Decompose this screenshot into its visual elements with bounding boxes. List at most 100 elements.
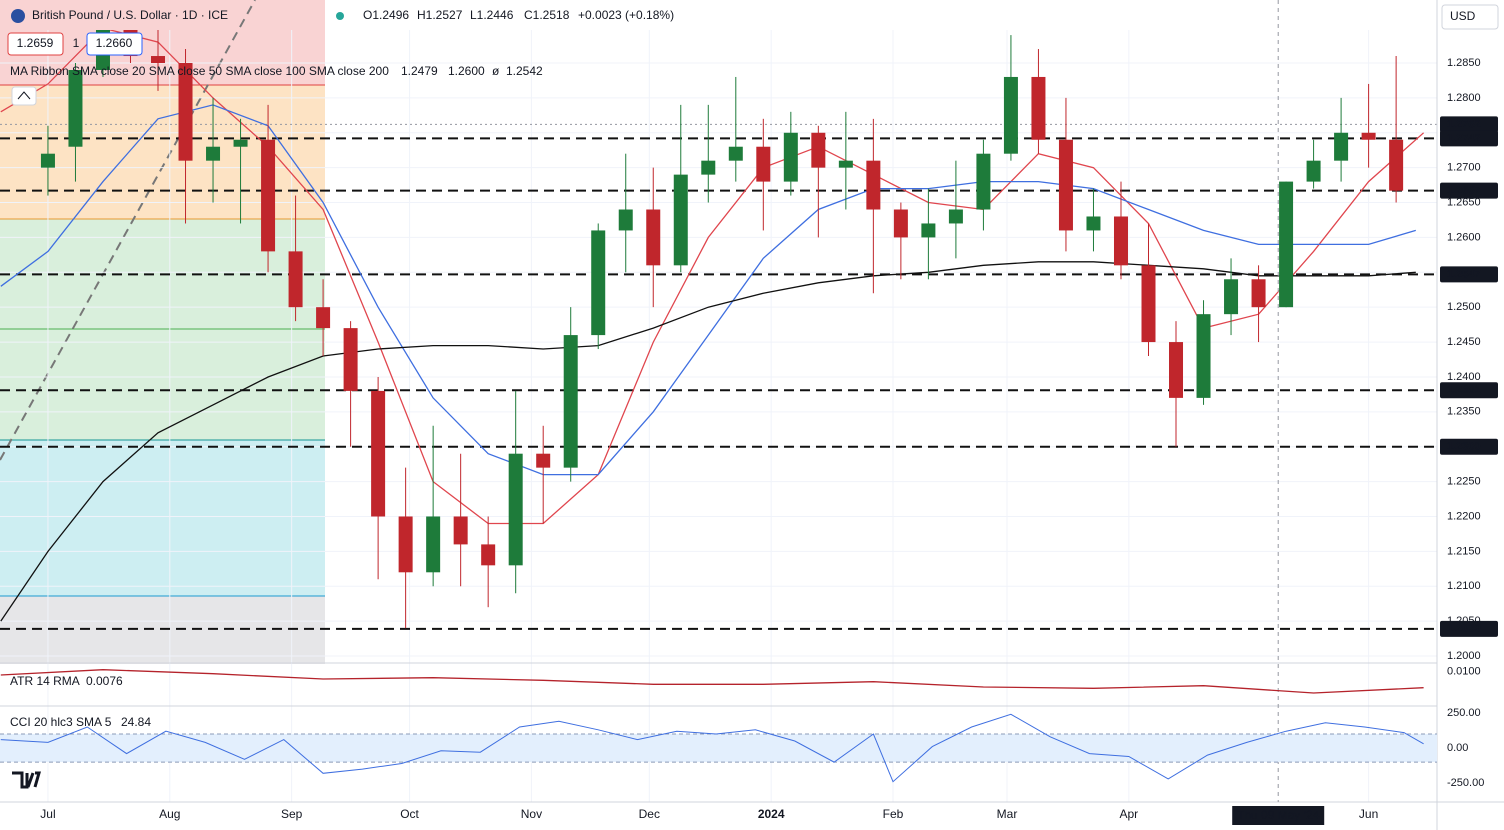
y-tick-label: 1.2250 <box>1447 476 1481 488</box>
candle-body <box>1279 181 1294 308</box>
candle-body <box>1251 279 1266 308</box>
candle-body <box>1141 265 1156 343</box>
candle-body <box>316 307 331 329</box>
logo <box>12 771 41 789</box>
candle-body <box>728 146 743 161</box>
candle-body <box>673 174 688 266</box>
candle-body <box>261 139 276 252</box>
cci-line <box>0 713 1424 783</box>
x-tick-label: Oct <box>400 807 419 821</box>
y-tick-label: 1.2350 <box>1447 406 1481 418</box>
candle-body <box>288 251 303 308</box>
candle-body <box>591 230 606 336</box>
y-tick-label: 1.2850 <box>1447 57 1481 69</box>
ribbon-value: 1.2479 <box>401 64 438 78</box>
level-tag <box>1440 116 1498 133</box>
candle-body <box>976 153 991 210</box>
level-label: 1.2300 <box>1447 441 1481 453</box>
candle-body <box>151 56 166 63</box>
status-dot <box>336 12 344 20</box>
moving-average <box>0 261 1416 622</box>
y-tick-label: 1.2200 <box>1447 510 1481 522</box>
atr-value: 0.0076 <box>86 674 123 688</box>
candle-body <box>40 153 55 168</box>
x-tick-label: Jul <box>40 807 55 821</box>
candle-body <box>701 160 716 175</box>
cci-tick-label: 250.00 <box>1447 707 1481 719</box>
candle-body <box>1196 314 1211 398</box>
candle-body <box>1361 132 1376 140</box>
level-label: 1.2667 <box>1447 185 1481 197</box>
level-tag <box>1440 266 1498 283</box>
candle-body <box>453 516 468 545</box>
cci-tick-label: -250.00 <box>1447 777 1484 789</box>
level-tag <box>1440 438 1498 455</box>
candle-body <box>921 223 936 238</box>
candle-body <box>1003 76 1018 154</box>
close: C1.2518 <box>524 8 570 22</box>
y-tick-label: 1.2500 <box>1447 301 1481 313</box>
x-tick-label: Dec <box>639 807 660 821</box>
level-label: 1.2742 <box>1447 132 1481 144</box>
open: O1.2496 <box>363 8 409 22</box>
y-tick-label: 1.2700 <box>1447 162 1481 174</box>
candle-body <box>1306 160 1321 182</box>
candle-body <box>178 63 193 161</box>
candle-body <box>1224 279 1239 315</box>
crosshair-label: Thu 09 May '24 <box>1237 808 1320 822</box>
x-tick-label: Nov <box>521 807 542 821</box>
ask[interactable]: 1.2660 <box>96 36 133 50</box>
y-tick-label: 1.2400 <box>1447 371 1481 383</box>
candle-body <box>1389 139 1404 191</box>
cci-label: CCI 20 hlc3 SMA 5 <box>10 715 112 729</box>
candle-body <box>811 132 826 168</box>
spread: 1 <box>73 36 80 50</box>
candle-body <box>783 132 798 182</box>
atr-label: ATR 14 RMA <box>10 674 80 688</box>
candle-body <box>206 146 221 161</box>
candle-body <box>1334 132 1349 161</box>
candle-body <box>1169 342 1184 398</box>
candle-body <box>948 209 963 224</box>
high: H1.2527 <box>417 8 463 22</box>
change: +0.0023 (+0.18%) <box>578 8 674 22</box>
candle-body <box>618 209 633 231</box>
fib-zone <box>0 596 325 664</box>
candle-body <box>893 209 908 238</box>
y-tick-label: 1.2150 <box>1447 545 1481 557</box>
sell-box[interactable] <box>7 32 64 56</box>
atr-line <box>0 669 1424 694</box>
x-tick-label: 2024 <box>758 807 785 821</box>
x-tick-label: Feb <box>883 807 904 821</box>
moving-average <box>0 30 1425 525</box>
buy-box[interactable] <box>86 32 143 56</box>
x-tick-label: Jun <box>1359 807 1378 821</box>
fib-zone <box>0 440 325 596</box>
candle-body <box>343 328 358 391</box>
candle-body <box>481 544 496 566</box>
level-label: 1.2381 <box>1447 384 1481 396</box>
candle-body <box>1058 139 1073 231</box>
candle-body <box>233 139 248 147</box>
currency[interactable]: USD <box>1450 9 1476 23</box>
currency-button[interactable] <box>1441 4 1499 30</box>
x-tick-label: Aug <box>159 807 180 821</box>
candle-body <box>1031 76 1046 140</box>
collapse-button[interactable] <box>11 86 37 106</box>
bid[interactable]: 1.2659 <box>17 36 54 50</box>
y-tick-label: 1.2100 <box>1447 580 1481 592</box>
candle-body <box>563 335 578 468</box>
level-tag <box>1440 382 1498 399</box>
candle-body <box>756 146 771 182</box>
fib-zones <box>0 0 325 664</box>
ribbon-label: MA Ribbon SMA close 20 SMA close 50 SMA … <box>10 64 389 78</box>
level-label: 1.2547 <box>1447 268 1481 280</box>
level-tag <box>1440 620 1498 637</box>
level-label: 1.2039 <box>1447 623 1481 635</box>
candle-body <box>426 516 441 573</box>
candle-body <box>398 516 413 573</box>
atr-tick-label: 0.0100 <box>1447 666 1481 678</box>
candle-body <box>838 160 853 168</box>
